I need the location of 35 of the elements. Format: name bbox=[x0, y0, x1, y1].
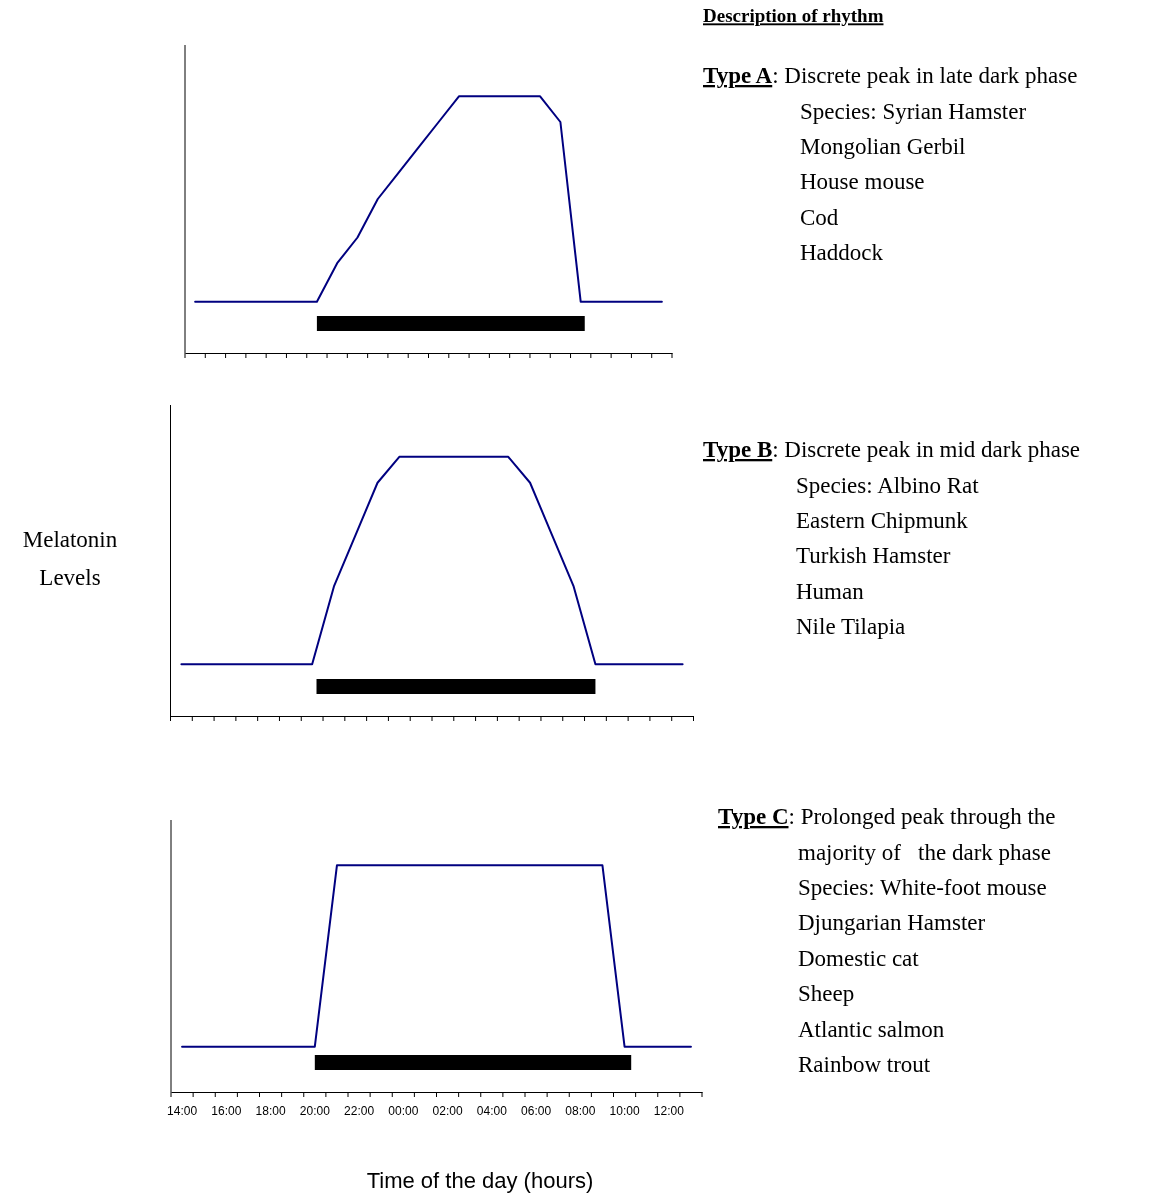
text: Species: Albino Rat bbox=[796, 472, 980, 498]
x-tick-label: 18:00 bbox=[255, 1103, 286, 1118]
text: Nile Tilapia bbox=[796, 614, 906, 640]
y-axis-title: Melatonin Levels bbox=[22, 526, 118, 590]
x-tick-label: 10:00 bbox=[609, 1103, 640, 1118]
text: Type B: Discrete peak in mid dark phase bbox=[703, 437, 1081, 463]
x-tick-label: 02:00 bbox=[432, 1103, 463, 1118]
text: Turkish Hamster bbox=[796, 543, 951, 569]
x-tick-label: 14:00 bbox=[167, 1103, 198, 1118]
text: Species: White-foot mouse bbox=[798, 875, 1047, 901]
text: Mongolian Gerbil bbox=[800, 134, 966, 160]
text: Domestic cat bbox=[798, 945, 920, 971]
text: Human bbox=[796, 578, 865, 604]
text: Rainbow trout bbox=[798, 1052, 931, 1078]
text: Type C: Prolonged peak through the bbox=[718, 804, 1056, 830]
text: Sheep bbox=[798, 981, 855, 1007]
text: Cod bbox=[800, 204, 839, 230]
text: Eastern Chipmunk bbox=[796, 508, 969, 534]
text: majority of the dark phase bbox=[798, 839, 1051, 865]
text: Atlantic salmon bbox=[798, 1016, 945, 1042]
x-tick-label: 22:00 bbox=[344, 1103, 375, 1118]
text: Haddock bbox=[800, 240, 884, 266]
x-tick-label: 16:00 bbox=[211, 1103, 242, 1118]
x-axis-title: Time of the day (hours) bbox=[366, 1167, 594, 1193]
x-tick-label: 06:00 bbox=[521, 1103, 552, 1118]
x-tick-label: 04:00 bbox=[476, 1103, 508, 1118]
text: Type A: Discrete peak in late dark phase bbox=[703, 63, 1078, 89]
x-tick-label: 20:00 bbox=[299, 1103, 331, 1118]
text: Djungarian Hamster bbox=[798, 910, 986, 936]
x-tick-label: 00:00 bbox=[388, 1103, 419, 1118]
text: Species: Syrian Hamster bbox=[800, 98, 1027, 124]
x-tick-label: 12:00 bbox=[653, 1103, 685, 1118]
text: Description of rhythm bbox=[703, 5, 884, 27]
x-tick-label: 08:00 bbox=[565, 1103, 596, 1118]
text: House mouse bbox=[800, 169, 925, 195]
